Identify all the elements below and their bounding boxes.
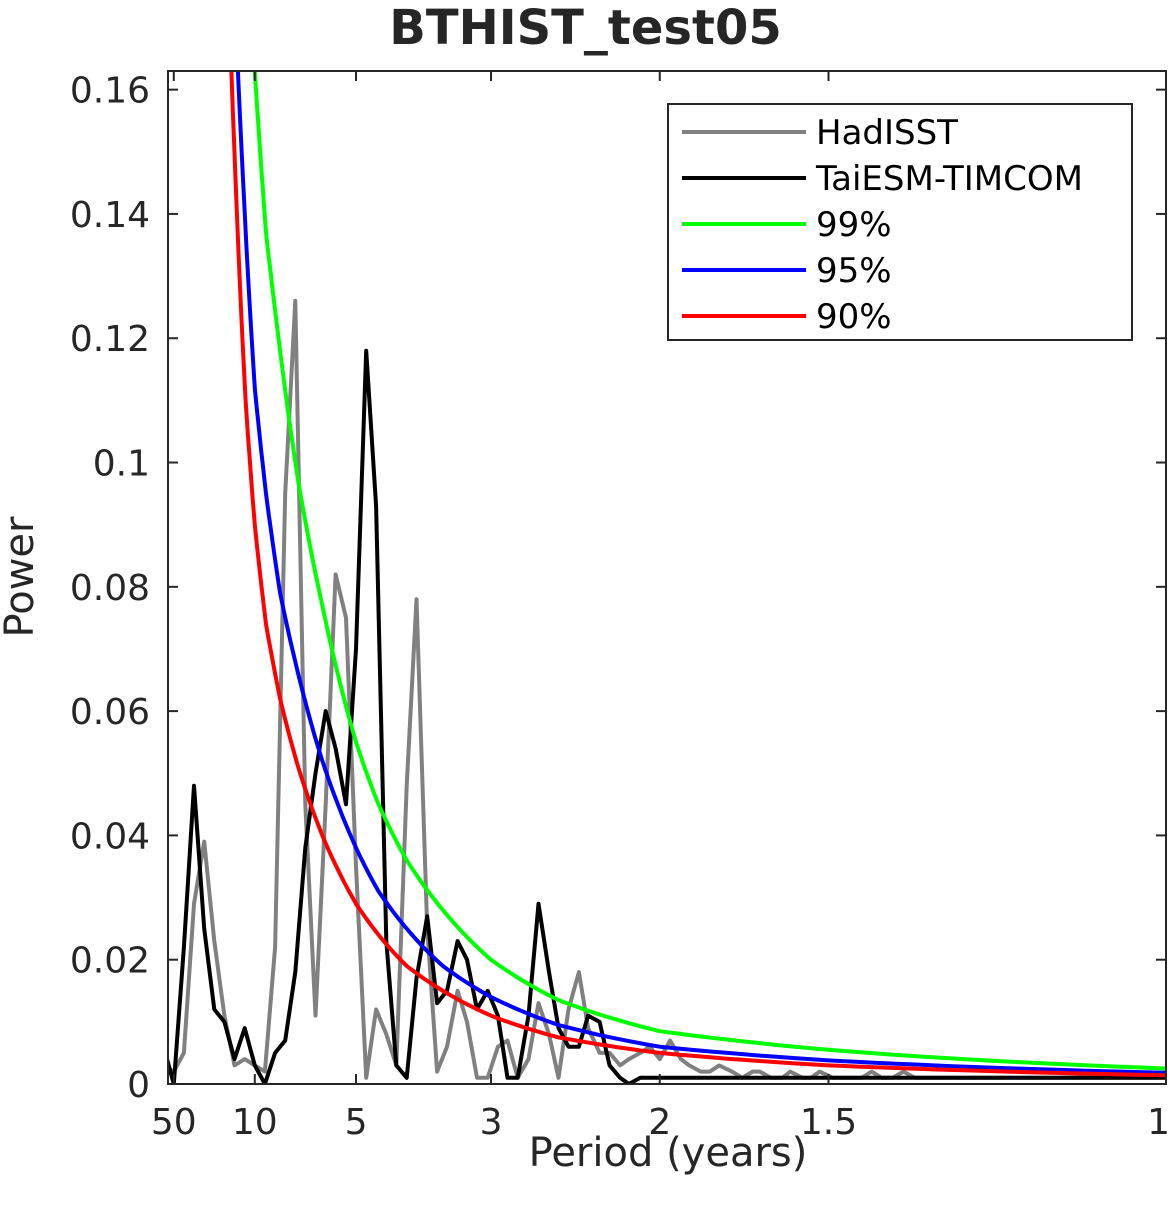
series-line-hadisst [168, 298, 1166, 1080]
y-tick-label: 0.06 [70, 692, 150, 733]
legend-entry: HadISST [816, 113, 958, 153]
x-tick-label: 3 [480, 1102, 503, 1143]
y-tick-label: 0 [127, 1065, 150, 1106]
legend-entry: TaiESM-TIMCOM [815, 159, 1083, 199]
plot-lines [168, 71, 1166, 1084]
y-tick-label: 0.08 [70, 568, 150, 609]
y-tick-label: 0.1 [93, 444, 150, 485]
x-tick-label: 2 [648, 1102, 671, 1143]
series-line-taiesm-timcom [168, 348, 1166, 1084]
x-tick-label: 1 [1147, 1102, 1170, 1143]
axis-ticks: 0 0.02 0.04 0.06 0.08 0.1 0.12 0.14 0.16 50 10 5 3 2 1… [70, 71, 1170, 1143]
y-tick-label: 0.14 [70, 195, 150, 236]
y-tick-label: 0.04 [70, 816, 150, 857]
legend-entry: 95% [816, 251, 892, 291]
x-axis-label: Period (years) [528, 1130, 808, 1176]
series-line-99- [252, 71, 1166, 1071]
legend-entry: 90% [816, 297, 892, 337]
x-tick-label: 10 [232, 1102, 278, 1143]
x-tick-label: 5 [345, 1102, 368, 1143]
series-line-90- [229, 71, 1166, 1078]
legend: HadISST TaiESM-TIMCOM 99% 95% 90% [667, 103, 1133, 341]
y-tick-label: 0.02 [70, 941, 150, 982]
x-tick-label: 1.5 [800, 1102, 857, 1143]
axes-box [167, 70, 1167, 1085]
legend-entry: 99% [816, 205, 892, 245]
y-tick-label: 0.12 [70, 319, 150, 360]
chart-title: BTHIST_test05 [389, 0, 782, 56]
x-tick-label: 50 [151, 1102, 197, 1143]
y-tick-label: 0.16 [70, 71, 150, 112]
series-line-95- [235, 71, 1166, 1075]
